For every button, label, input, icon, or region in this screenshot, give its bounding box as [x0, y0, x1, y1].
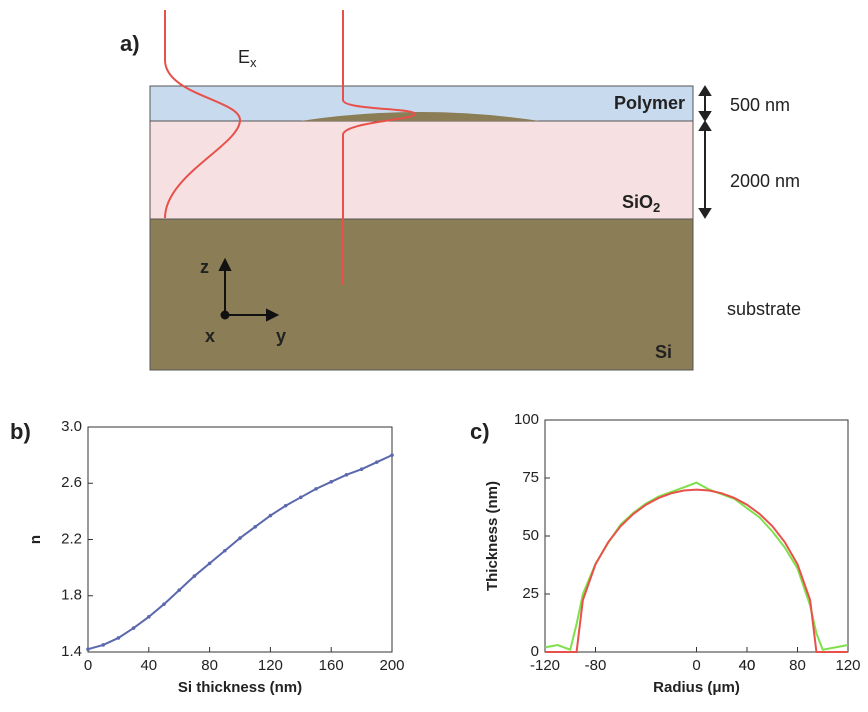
- field-profile: [342, 10, 417, 285]
- plot-frame: [544, 419, 849, 653]
- point: [359, 467, 364, 471]
- y-tick-label: 1.4: [61, 643, 82, 660]
- axis-z: z: [200, 257, 209, 277]
- panel-label: b): [10, 419, 31, 444]
- point: [116, 636, 121, 640]
- y-axis-label: n: [27, 535, 44, 544]
- coordinate-axes: [218, 257, 280, 322]
- x-axis-label: Si thickness (nm): [178, 679, 302, 696]
- series-line: [87, 454, 393, 651]
- panel-label: c): [470, 419, 490, 444]
- field-profile: [164, 10, 242, 219]
- field-label: Ex: [238, 47, 257, 71]
- thickness-arrows: [698, 85, 712, 219]
- y-tick-label: 0: [531, 643, 539, 660]
- field-label-sub: x: [250, 55, 257, 70]
- point: [299, 495, 303, 500]
- x-tick-label: -80: [585, 657, 607, 674]
- point: [207, 561, 212, 566]
- series-line: [544, 481, 849, 652]
- substrate-label: substrate: [727, 299, 801, 319]
- point: [101, 643, 105, 647]
- polymer-label: Polymer: [614, 93, 685, 113]
- point: [147, 615, 151, 619]
- x-tick-label: 40: [739, 657, 756, 674]
- x-tick-label: 80: [789, 657, 806, 674]
- axis-y: y: [276, 326, 286, 346]
- field-label-main: E: [238, 47, 250, 67]
- x-tick-label: 40: [140, 657, 157, 674]
- x-tick-label: 160: [319, 657, 344, 674]
- axis-x: x: [205, 326, 215, 346]
- x-tick-label: 40: [739, 657, 756, 674]
- x-tick-label: -120: [530, 657, 560, 674]
- si-layer: [149, 218, 694, 371]
- y-tick-label: 75: [522, 469, 539, 486]
- x-tick-label: 0: [84, 657, 92, 674]
- y-tick-label: 1.8: [61, 587, 82, 604]
- x-tick-label: 120: [835, 657, 860, 674]
- sio2-label: SiO2: [622, 192, 660, 216]
- point: [390, 453, 394, 457]
- point: [238, 536, 242, 540]
- y-tick-label: 2.6: [61, 474, 82, 491]
- sio2-sub: 2: [653, 200, 660, 215]
- point: [283, 503, 288, 508]
- y-axis-label: Thickness (nm): [484, 481, 501, 591]
- point: [131, 626, 136, 630]
- sio2-thickness: 2000 nm: [730, 171, 800, 191]
- point: [344, 473, 349, 477]
- x-tick-label: 80: [201, 657, 218, 674]
- point: [375, 460, 379, 464]
- point: [314, 487, 318, 491]
- y-tick-label: 3.0: [61, 418, 82, 435]
- y-tick-label: 100: [514, 411, 539, 428]
- y-tick-label: 25: [522, 585, 539, 602]
- point: [223, 548, 227, 553]
- sio2-main: SiO: [622, 192, 653, 212]
- x-tick-label: 120: [258, 657, 283, 674]
- panel-label: a): [120, 31, 140, 56]
- point: [162, 602, 166, 606]
- y-tick-label: 50: [522, 527, 539, 544]
- series-line: [545, 488, 848, 653]
- polymer-dome: [300, 112, 540, 121]
- y-tick-label: 2.2: [61, 530, 82, 547]
- si-label: Si: [655, 342, 672, 362]
- polymer-thickness: 500 nm: [730, 95, 790, 115]
- x-tick-label: 200: [379, 657, 404, 674]
- x-tick-label: 0: [692, 657, 700, 674]
- point: [253, 525, 257, 529]
- x-axis-label: Radius (μm): [653, 679, 740, 696]
- point: [192, 574, 197, 578]
- point: [177, 588, 181, 592]
- point: [268, 513, 273, 518]
- point: [329, 480, 334, 484]
- point: [86, 647, 90, 651]
- sio2-layer: [149, 120, 694, 220]
